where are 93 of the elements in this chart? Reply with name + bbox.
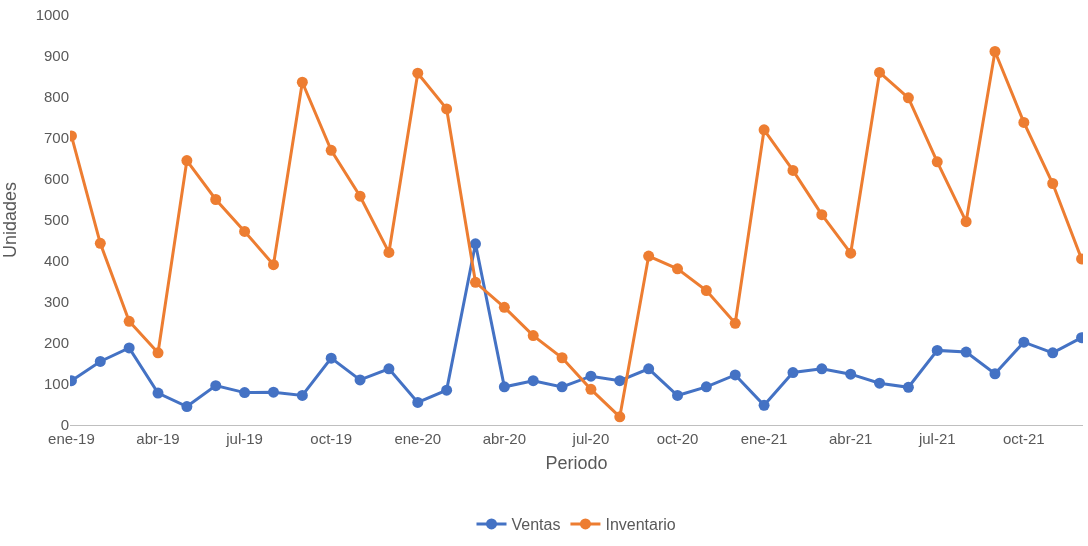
y-tick-label: 600 [43,170,69,188]
point [989,45,1001,57]
point [210,380,222,392]
x-tick-label: abr-19 [136,430,180,447]
point [325,352,337,364]
y-tick-label: 200 [43,334,69,352]
point [643,363,655,375]
point [729,369,741,381]
point [383,246,395,258]
point [412,67,424,79]
x-tick-label: oct-21 [1002,430,1045,447]
x-axis-title: Periodo [545,453,608,474]
x-tick-label: abr-20 [482,430,527,447]
point [931,344,943,356]
y-tick-label: 700 [43,129,69,147]
point [672,389,684,401]
y-tick-label: 400 [43,252,69,270]
point [527,330,539,342]
point [469,276,481,288]
point [585,370,597,382]
point [354,374,366,386]
point [441,103,453,115]
y-tick-label: 300 [43,293,69,311]
legend-label: Inventario [605,516,676,534]
point [816,209,828,221]
point [1047,347,1059,359]
point [181,155,193,167]
point [845,368,857,380]
point [239,225,251,237]
point [354,190,366,202]
point [123,342,135,354]
x-tick-label: jul-21 [917,430,956,447]
point [412,396,424,408]
point [1047,178,1059,190]
point [556,381,568,393]
y-tick-label: 500 [43,211,69,229]
point [94,237,106,249]
y-axis-title: Unidades [0,181,20,259]
point [296,389,308,401]
point [700,381,712,393]
x-tick-label: oct-19 [310,430,353,447]
point [296,76,308,88]
point [94,355,106,367]
point [614,411,626,423]
point [527,375,539,387]
point [816,363,828,375]
point [960,216,972,228]
point [441,384,453,396]
point [123,315,135,327]
point [758,124,770,136]
point [845,247,857,259]
y-tick-label: 1000 [35,6,69,24]
point [729,317,741,329]
point [267,259,279,271]
x-tick-label: abr-21 [828,430,873,447]
point [181,401,193,413]
point [787,367,799,379]
point [152,347,164,359]
y-tick-label: 100 [43,375,69,393]
point [498,301,510,313]
x-tick-label: jul-19 [225,430,263,447]
x-tick-label: ene-21 [740,430,788,447]
point [902,92,914,104]
point [585,383,597,395]
x-tick-label: ene-20 [394,430,442,447]
point [239,387,251,399]
point [672,263,684,275]
point [960,346,972,358]
point [383,363,395,375]
y-tick-label: 800 [43,88,69,106]
point [989,368,1001,380]
point [931,156,943,168]
x-tick-label: oct-20 [656,430,699,447]
point [874,377,886,389]
point [1018,116,1030,128]
point [787,164,799,176]
point [1018,336,1030,348]
point [469,238,481,250]
point [758,399,770,411]
y-tick-label: 900 [43,47,69,65]
point [556,352,568,364]
point [700,285,712,297]
point [874,66,886,78]
legend-label: Ventas [511,516,561,534]
point [902,381,914,393]
point [152,387,164,399]
x-tick-label: jul-20 [571,430,610,447]
point [210,194,222,205]
point [498,381,510,393]
point [643,250,655,262]
point [614,375,626,387]
point [267,386,279,398]
point [325,144,337,156]
